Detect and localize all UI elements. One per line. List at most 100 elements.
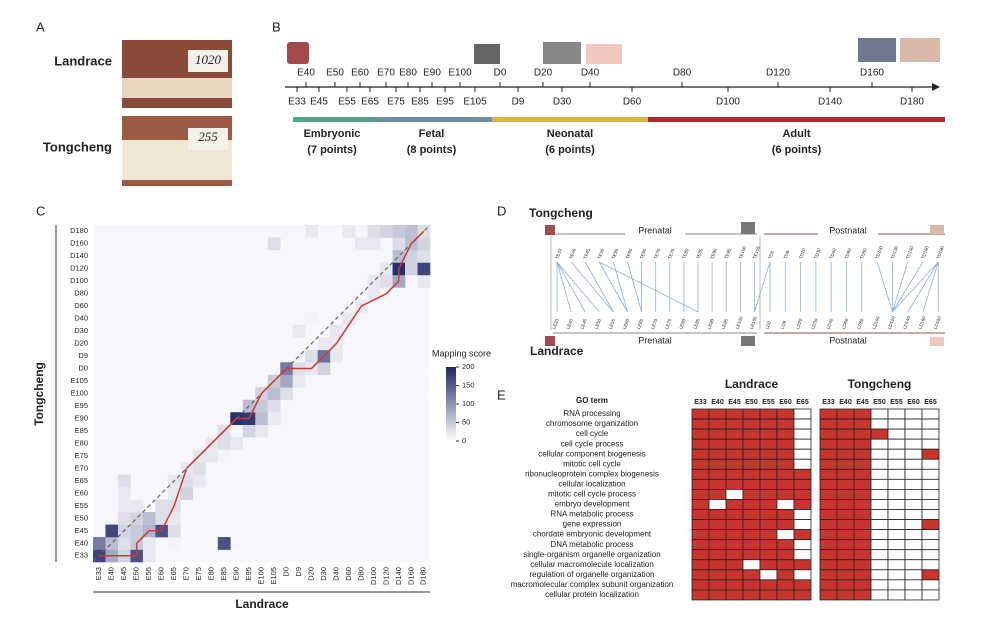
top-point: TD60 [844, 247, 853, 260]
heat-cell [267, 399, 281, 413]
bottom-point: LE85 [692, 318, 700, 330]
go-term: cell cycle process [561, 439, 624, 448]
go-cell [708, 408, 727, 420]
go-cell [853, 418, 872, 430]
go-cell [870, 529, 889, 541]
link [598, 261, 628, 313]
go-cell [742, 488, 761, 500]
go-cell [776, 458, 795, 470]
heat-cell [405, 225, 418, 238]
go-cell [921, 478, 940, 490]
go-cell [759, 539, 778, 551]
icon [543, 42, 581, 64]
link [599, 261, 699, 313]
icon [741, 222, 755, 234]
top-point: TE70 [653, 247, 662, 259]
bottom-point: LE40 [565, 318, 573, 330]
top-point: TE55 [611, 247, 620, 259]
go-cell [819, 579, 838, 591]
y-tick-label: E65 [75, 476, 88, 485]
heat-cell [317, 337, 331, 351]
stage-name: Fetal [419, 128, 445, 140]
go-cell [904, 529, 923, 541]
colorbar-tick-label: 50 [462, 417, 470, 426]
go-cell [793, 539, 812, 551]
go-cell [921, 408, 940, 420]
go-cell [870, 519, 889, 530]
heat-cell [367, 274, 381, 288]
go-cell [853, 458, 872, 470]
go-cell [691, 509, 710, 520]
heat-cell [255, 412, 269, 426]
time-point: E70 [377, 68, 395, 79]
go-cell [921, 438, 940, 450]
top-point: TE33 [554, 247, 563, 259]
go-cell [708, 549, 727, 561]
section-name: Postnatal [829, 225, 867, 235]
bottom-point: LE100 [735, 315, 744, 329]
icon [545, 336, 555, 346]
go-cell [921, 589, 940, 601]
go-cell [921, 519, 940, 530]
y-tick-label: D20 [74, 339, 88, 348]
go-cell [904, 448, 923, 460]
time-point: E75 [387, 97, 405, 108]
go-cell [691, 448, 710, 460]
go-cell [836, 569, 855, 581]
link [892, 261, 924, 313]
bottom-point: LD80 [856, 317, 865, 329]
bottom-point: LD160 [917, 315, 926, 330]
go-cell [904, 408, 923, 420]
go-cell [870, 448, 889, 460]
x-tick-label: D80 [356, 567, 365, 581]
bottom-point: LE75 [664, 318, 672, 330]
go-cell [691, 579, 710, 591]
heat-cell [167, 524, 181, 538]
heat-cell [417, 249, 431, 263]
top-point: TD30 [813, 247, 822, 260]
heat-cell [93, 537, 106, 550]
go-cell [819, 408, 838, 420]
go-cell [793, 418, 812, 430]
go-cell [691, 549, 710, 561]
time-point: D20 [534, 68, 553, 79]
go-cell [793, 549, 812, 561]
link [613, 261, 628, 313]
time-point: E45 [310, 97, 328, 108]
heat-cell [355, 237, 368, 251]
x-tick-label: E60 [157, 567, 166, 580]
top-point: TE90 [709, 247, 718, 259]
go-term: cellular component biogenesis [538, 449, 646, 458]
y-tick-label: E105 [70, 376, 88, 385]
top-point: TE45 [583, 247, 592, 259]
go-cell [870, 569, 889, 581]
go-cell [853, 428, 872, 440]
go-cell [708, 458, 727, 470]
column-label: E40 [839, 399, 852, 406]
go-cell [887, 458, 906, 470]
alignment-path [99, 230, 425, 557]
heat-cell [417, 274, 431, 288]
y-tick-label: E70 [75, 463, 88, 472]
section-name: Prenatal [638, 335, 672, 345]
go-cell [836, 539, 855, 551]
x-tick-label: D40 [331, 567, 340, 581]
heat-cell [367, 287, 381, 301]
go-term: mitotic cell cycle [563, 459, 621, 468]
go-cell [887, 519, 906, 530]
stage-name: Embryonic [304, 128, 361, 140]
y-tick-label: D9 [78, 351, 88, 360]
go-cell [708, 428, 727, 440]
go-cell [904, 488, 923, 500]
y-tick-label: E100 [70, 388, 88, 397]
icon [287, 42, 309, 64]
y-tick-label: D100 [70, 276, 88, 285]
time-point: E90 [423, 68, 441, 79]
top-point: TD160 [920, 245, 929, 260]
go-cell [691, 418, 710, 430]
heat-cell [155, 499, 169, 513]
go-cell [742, 499, 761, 510]
y-tick-label: E55 [75, 501, 88, 510]
heat-cell [130, 512, 144, 525]
colorbar-tick-label: 200 [462, 362, 475, 371]
